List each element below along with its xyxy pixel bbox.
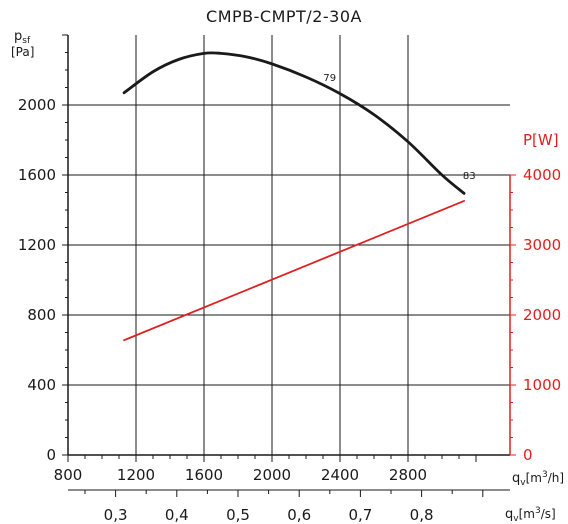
axis-labels: 79 83 qv[m3/h] qv[m3/s] psf[Pa] P[W] [11, 29, 564, 524]
x2-axis-label: qv[m3/s] [505, 506, 556, 524]
y-tick-label: 2000 [18, 96, 56, 114]
y2-tick-label: 2000 [523, 306, 561, 324]
x2-tick-label: 0,7 [348, 506, 372, 524]
y2-tick-label: 4000 [523, 166, 561, 184]
x-tick-label: 2400 [321, 466, 359, 484]
y2-tick-label: 0 [523, 446, 533, 464]
series-lines [122, 51, 466, 342]
y-tick-label: 1600 [18, 166, 56, 184]
x2-tick-label: 0,4 [165, 506, 189, 524]
y-tick-label: 1200 [18, 236, 56, 254]
x2-tick-label: 0,8 [410, 506, 434, 524]
x-tick-label: 800 [54, 466, 83, 484]
power-curve [123, 200, 465, 342]
y2-tick-label: 1000 [523, 376, 561, 394]
pressure-curve [122, 51, 466, 195]
x2-tick-label: 0,3 [104, 506, 128, 524]
efficiency-annotation: 83 [463, 171, 476, 182]
y2-tick-label: 3000 [523, 236, 561, 254]
x2-tick-label: 0,5 [226, 506, 250, 524]
x2-tick-label: 0,6 [287, 506, 311, 524]
grid [68, 35, 510, 455]
tick-labels: 0 400 800 1200 1600 2000 800 1200 1600 2000 2400 28… [18, 96, 561, 524]
y-axis-unit: [Pa] [11, 45, 34, 59]
y-axis-label: psf [14, 29, 31, 46]
x-tick-label: 1600 [185, 466, 223, 484]
y2-axis-label: P[W] [523, 131, 559, 149]
x-tick-label: 2800 [389, 466, 427, 484]
x-tick-label: 1200 [117, 466, 155, 484]
efficiency-annotation: 79 [323, 73, 336, 84]
y-tick-label: 800 [27, 306, 56, 324]
axes [62, 34, 516, 497]
x-tick-label: 2000 [253, 466, 291, 484]
y-tick-label: 0 [46, 446, 56, 464]
y-tick-label: 400 [27, 376, 56, 394]
x-axis-label: qv[m3/h] [512, 470, 564, 488]
chart-title: CMPB-CMPT/2-30A [206, 7, 362, 26]
